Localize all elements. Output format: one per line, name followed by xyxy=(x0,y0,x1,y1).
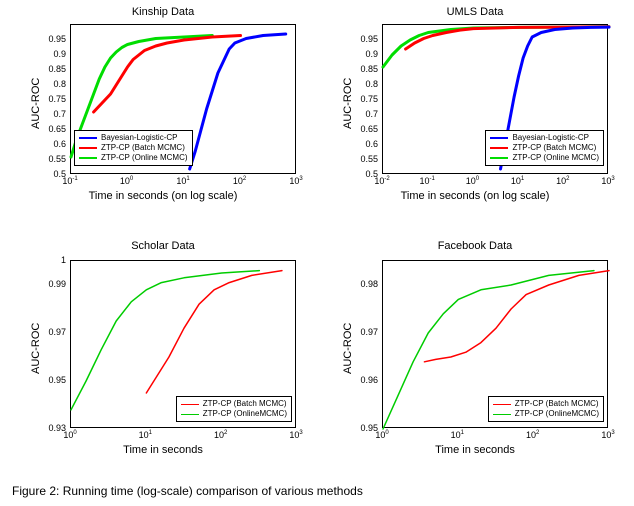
x-tick-label: 102 xyxy=(556,176,569,186)
y-tick-label: 0.99 xyxy=(36,279,66,289)
x-axis-label: Time in seconds (on log scale) xyxy=(330,190,620,202)
legend: Bayesian-Logistic-CPZTP-CP (Batch MCMC)Z… xyxy=(74,130,193,166)
legend-item: ZTP-CP (Batch MCMC) xyxy=(490,143,599,153)
legend-swatch xyxy=(490,157,508,159)
panel-umls: UMLS Data10-210-11001011021030.50.550.60… xyxy=(330,6,620,216)
legend-label: Bayesian-Logistic-CP xyxy=(101,133,177,143)
y-axis-label: AUC-ROC xyxy=(30,78,42,129)
y-tick-label: 0.6 xyxy=(348,139,378,149)
series-line xyxy=(383,27,609,67)
figure-caption: Figure 2: Running time (log-scale) compa… xyxy=(12,484,363,498)
legend-item: ZTP-CP (Online MCMC) xyxy=(79,153,188,163)
legend-label: ZTP-CP (Batch MCMC) xyxy=(512,143,596,153)
x-tick-label: 101 xyxy=(451,430,464,440)
figure: Kinship Data 10-1 100 101 102 103 0.5 0.55 0.6 0.… xyxy=(0,0,634,506)
x-axis-label: Time in seconds xyxy=(18,444,308,456)
x-axis-label: Time in seconds (on log scale) xyxy=(18,190,308,202)
chart-title: UMLS Data xyxy=(330,6,620,18)
panel-kinship: Kinship Data10-11001011021030.50.550.60.… xyxy=(18,6,308,216)
legend-swatch xyxy=(493,414,511,415)
y-tick-label: 0.9 xyxy=(348,49,378,59)
legend-item: ZTP-CP (Batch MCMC) xyxy=(181,399,287,409)
series-line xyxy=(190,34,286,169)
legend-swatch xyxy=(490,147,508,149)
y-axis-label: AUC-ROC xyxy=(30,323,42,374)
x-tick-label: 10-1 xyxy=(420,176,435,186)
y-tick-label: 0.95 xyxy=(36,375,66,385)
legend-swatch xyxy=(493,404,511,405)
legend-swatch xyxy=(79,137,97,139)
y-axis-label: AUC-ROC xyxy=(342,78,354,129)
x-tick-label: 101 xyxy=(511,176,524,186)
y-tick-label: 0.98 xyxy=(348,279,378,289)
y-tick-label: 0.93 xyxy=(36,423,66,433)
legend-item: ZTP-CP (Online MCMC) xyxy=(490,153,599,163)
chart-title: Kinship Data xyxy=(18,6,308,18)
y-tick-label: 0.6 xyxy=(36,139,66,149)
series-line xyxy=(146,271,282,393)
legend-label: ZTP-CP (Online MCMC) xyxy=(101,153,188,163)
legend-swatch xyxy=(490,137,508,139)
y-tick-label: 0.55 xyxy=(348,154,378,164)
y-tick-label: 0.95 xyxy=(348,423,378,433)
x-tick-label: 103 xyxy=(289,430,302,440)
x-axis-label: Time in seconds xyxy=(330,444,620,456)
series-line xyxy=(71,271,259,410)
x-tick-label: 101 xyxy=(139,430,152,440)
x-tick-label: 102 xyxy=(526,430,539,440)
panel-facebook: Facebook Data1001011021030.950.960.970.9… xyxy=(330,240,620,470)
y-tick-label: 0.85 xyxy=(348,64,378,74)
chart-title: Facebook Data xyxy=(330,240,620,252)
legend-item: ZTP-CP (Batch MCMC) xyxy=(493,399,599,409)
legend-swatch xyxy=(79,147,97,149)
legend-item: Bayesian-Logistic-CP xyxy=(490,133,599,143)
y-tick-label: 0.85 xyxy=(36,64,66,74)
y-tick-label: 0.95 xyxy=(348,34,378,44)
legend-item: ZTP-CP (OnlineMCMC) xyxy=(493,409,599,419)
y-tick-label: 0.9 xyxy=(36,49,66,59)
x-tick-label: 100 xyxy=(120,176,133,186)
legend-swatch xyxy=(181,404,199,405)
legend-label: ZTP-CP (OnlineMCMC) xyxy=(515,409,599,419)
x-tick-label: 102 xyxy=(233,176,246,186)
panel-scholar: Scholar Data1001011021030.930.950.970.99… xyxy=(18,240,308,470)
x-tick-label: 102 xyxy=(214,430,227,440)
chart-title: Scholar Data xyxy=(18,240,308,252)
legend: ZTP-CP (Batch MCMC)ZTP-CP (OnlineMCMC) xyxy=(176,396,292,422)
legend-item: ZTP-CP (Batch MCMC) xyxy=(79,143,188,153)
legend-label: Bayesian-Logistic-CP xyxy=(512,133,588,143)
y-tick-label: 0.5 xyxy=(348,169,378,179)
y-tick-label: 1 xyxy=(36,255,66,265)
x-tick-label: 100 xyxy=(466,176,479,186)
x-tick-label: 103 xyxy=(601,176,614,186)
y-tick-label: 0.95 xyxy=(36,34,66,44)
legend-label: ZTP-CP (Batch MCMC) xyxy=(101,143,185,153)
legend-label: ZTP-CP (Online MCMC) xyxy=(512,153,599,163)
y-tick-label: 0.55 xyxy=(36,154,66,164)
legend: ZTP-CP (Batch MCMC)ZTP-CP (OnlineMCMC) xyxy=(488,396,604,422)
legend-swatch xyxy=(181,414,199,415)
y-tick-label: 0.96 xyxy=(348,375,378,385)
legend-item: Bayesian-Logistic-CP xyxy=(79,133,188,143)
legend-label: ZTP-CP (OnlineMCMC) xyxy=(203,409,287,419)
legend: Bayesian-Logistic-CPZTP-CP (Batch MCMC)Z… xyxy=(485,130,604,166)
y-axis-label: AUC-ROC xyxy=(342,323,354,374)
x-tick-label: 103 xyxy=(289,176,302,186)
x-tick-label: 101 xyxy=(176,176,189,186)
legend-label: ZTP-CP (Batch MCMC) xyxy=(515,399,599,409)
legend-item: ZTP-CP (OnlineMCMC) xyxy=(181,409,287,419)
x-tick-label: 103 xyxy=(601,430,614,440)
legend-swatch xyxy=(79,157,97,159)
legend-label: ZTP-CP (Batch MCMC) xyxy=(203,399,287,409)
y-tick-label: 0.5 xyxy=(36,169,66,179)
